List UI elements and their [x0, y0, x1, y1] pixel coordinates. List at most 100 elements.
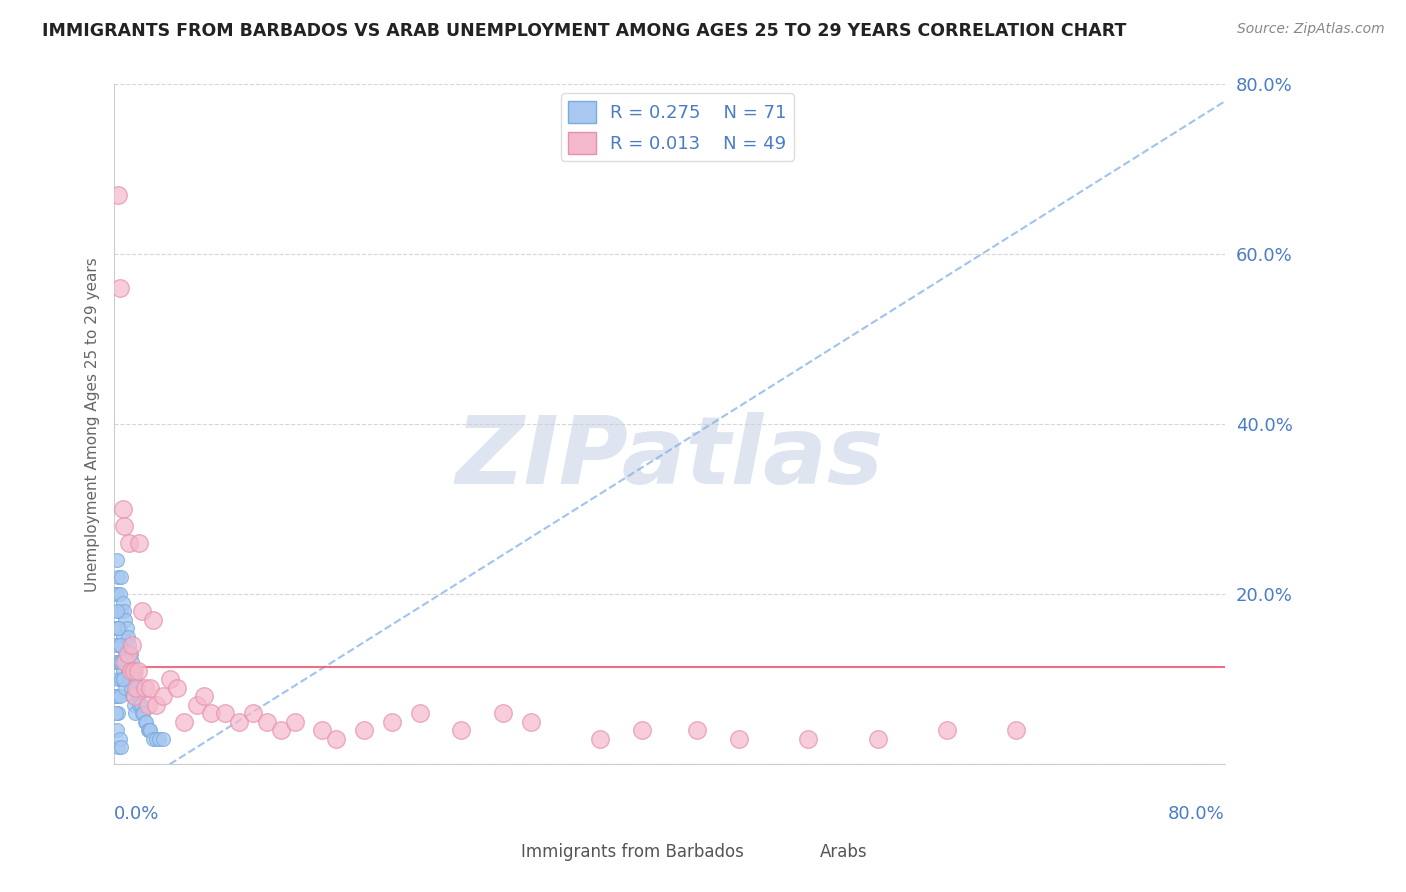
- Point: [139, 681, 162, 695]
- Point: [127, 690, 149, 704]
- Point: [186, 698, 208, 712]
- Point: [107, 673, 129, 687]
- Text: Source: ZipAtlas.com: Source: ZipAtlas.com: [1237, 22, 1385, 37]
- Point: [111, 502, 134, 516]
- Text: Immigrants from Barbados: Immigrants from Barbados: [522, 843, 744, 861]
- Point: [131, 706, 153, 721]
- Point: [104, 638, 127, 652]
- Point: [121, 690, 143, 704]
- Point: [242, 706, 264, 721]
- Point: [115, 655, 138, 669]
- Point: [104, 621, 127, 635]
- Point: [166, 681, 188, 695]
- Point: [936, 723, 959, 738]
- Point: [122, 698, 145, 712]
- Point: [108, 621, 131, 635]
- Point: [110, 604, 132, 618]
- Point: [107, 570, 129, 584]
- Point: [214, 706, 236, 721]
- Point: [108, 638, 131, 652]
- Point: [112, 519, 135, 533]
- Text: 80.0%: 80.0%: [1168, 805, 1225, 823]
- Point: [120, 664, 142, 678]
- Point: [107, 638, 129, 652]
- Point: [1005, 723, 1028, 738]
- Point: [111, 673, 134, 687]
- Point: [105, 553, 128, 567]
- Point: [104, 690, 127, 704]
- Point: [132, 706, 155, 721]
- Point: [118, 638, 141, 652]
- Point: [105, 604, 128, 618]
- Point: [111, 596, 134, 610]
- Point: [110, 655, 132, 669]
- Point: [630, 723, 652, 738]
- Point: [114, 681, 136, 695]
- Point: [117, 664, 139, 678]
- Point: [270, 723, 292, 738]
- Point: [110, 570, 132, 584]
- Point: [114, 647, 136, 661]
- Point: [107, 621, 129, 635]
- Point: [131, 604, 153, 618]
- Point: [107, 604, 129, 618]
- Point: [142, 613, 165, 627]
- Point: [228, 714, 250, 729]
- Point: [134, 714, 156, 729]
- Text: ZIPatlas: ZIPatlas: [456, 412, 883, 504]
- Point: [450, 723, 472, 738]
- Point: [256, 714, 278, 729]
- Point: [117, 630, 139, 644]
- Point: [112, 673, 135, 687]
- Point: [353, 723, 375, 738]
- Point: [284, 714, 307, 729]
- Point: [124, 673, 146, 687]
- Point: [124, 706, 146, 721]
- Point: [122, 664, 145, 678]
- Point: [121, 638, 143, 652]
- Point: [136, 698, 159, 712]
- Point: [408, 706, 430, 721]
- Point: [136, 723, 159, 738]
- Point: [148, 731, 170, 746]
- Point: [797, 731, 820, 746]
- Point: [128, 698, 150, 712]
- Point: [159, 673, 181, 687]
- Point: [108, 587, 131, 601]
- Point: [110, 673, 132, 687]
- Point: [117, 647, 139, 661]
- Point: [200, 706, 222, 721]
- Point: [110, 740, 132, 755]
- Point: [125, 681, 148, 695]
- Point: [152, 731, 174, 746]
- Point: [118, 673, 141, 687]
- Point: [129, 698, 152, 712]
- Point: [125, 681, 148, 695]
- Point: [111, 664, 134, 678]
- Point: [120, 681, 142, 695]
- Y-axis label: Unemployment Among Ages 25 to 29 years: Unemployment Among Ages 25 to 29 years: [86, 257, 100, 591]
- Point: [107, 740, 129, 755]
- Point: [173, 714, 195, 729]
- Point: [108, 281, 131, 295]
- Point: [866, 731, 889, 746]
- Point: [124, 690, 146, 704]
- Point: [114, 613, 136, 627]
- Point: [111, 630, 134, 644]
- Point: [108, 690, 131, 704]
- Point: [104, 655, 127, 669]
- Point: [589, 731, 612, 746]
- Point: [105, 723, 128, 738]
- Point: [127, 664, 149, 678]
- Point: [135, 714, 157, 729]
- Point: [519, 714, 541, 729]
- Text: 0.0%: 0.0%: [114, 805, 159, 823]
- Point: [311, 723, 333, 738]
- Point: [128, 536, 150, 550]
- Text: IMMIGRANTS FROM BARBADOS VS ARAB UNEMPLOYMENT AMONG AGES 25 TO 29 YEARS CORRELAT: IMMIGRANTS FROM BARBADOS VS ARAB UNEMPLO…: [42, 22, 1126, 40]
- Point: [104, 587, 127, 601]
- Point: [325, 731, 347, 746]
- Point: [686, 723, 709, 738]
- Text: Arabs: Arabs: [820, 843, 868, 861]
- Point: [139, 723, 162, 738]
